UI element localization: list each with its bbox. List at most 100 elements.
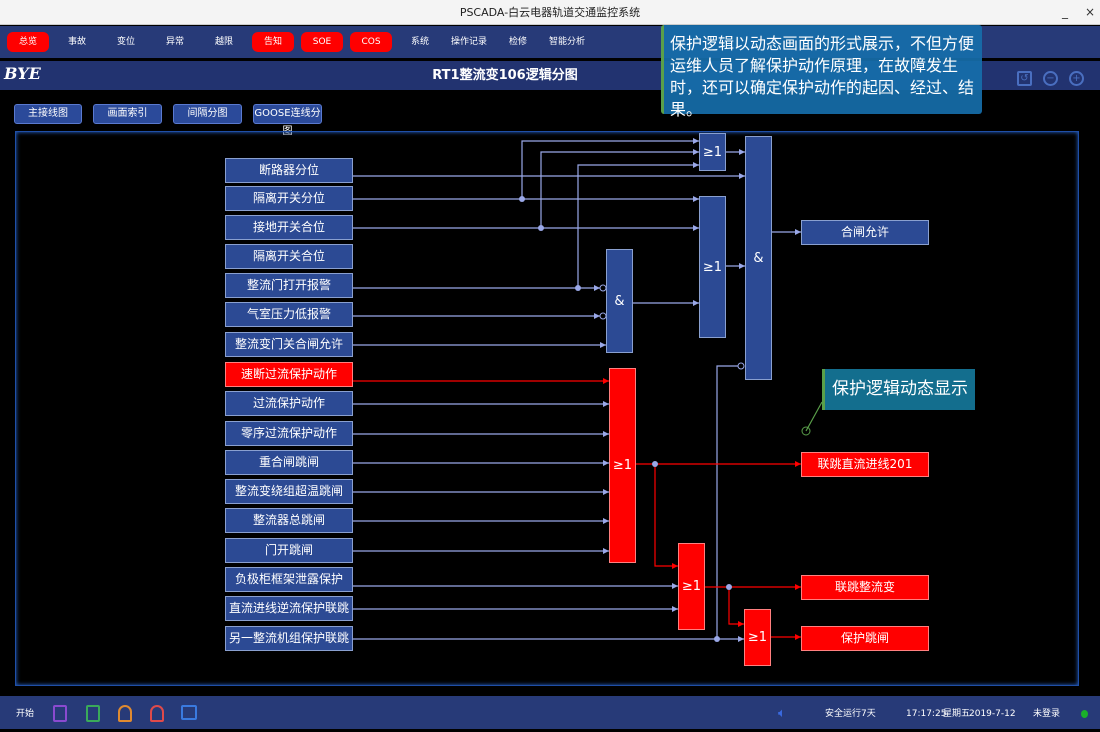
logic-gate: &	[606, 249, 633, 353]
logic-gate: ≥1	[744, 609, 771, 666]
input-signal: 断路器分位	[225, 158, 353, 183]
arrow-head	[739, 263, 745, 269]
arrow-head	[603, 518, 609, 524]
wire	[521, 140, 699, 199]
start-button[interactable]: 开始	[16, 709, 35, 719]
arrow-head	[672, 606, 678, 612]
output-signal: 合闸允许	[801, 220, 929, 245]
arrow-head	[738, 636, 744, 642]
nav-tab[interactable]: SOE	[301, 32, 343, 52]
junction-dot	[538, 225, 544, 231]
arrow-head	[603, 548, 609, 554]
arrow-head	[603, 401, 609, 407]
output-signal: 联跳直流进线201	[801, 452, 929, 477]
junction-dot	[726, 584, 732, 590]
input-signal: 零序过流保护动作	[225, 421, 353, 446]
input-signal: 过流保护动作	[225, 391, 353, 416]
inverter-circle	[737, 362, 745, 370]
arrow-head	[739, 173, 745, 179]
logic-gate: &	[745, 136, 772, 380]
wire	[728, 587, 744, 625]
logic-gate: ≥1	[699, 133, 726, 171]
screen-index-button[interactable]: 画面索引	[93, 104, 162, 124]
document-icon[interactable]	[86, 705, 100, 722]
nav-tab[interactable]: 智能分析	[548, 37, 585, 47]
page-title: RT1整流变106逻辑分图	[432, 68, 578, 83]
device-icon[interactable]	[53, 705, 67, 722]
junction-dot	[714, 636, 720, 642]
input-signal: 整流变绕组超温跳闸	[225, 479, 353, 504]
arrow-head	[672, 563, 678, 569]
arrow-head	[693, 138, 699, 144]
arrow-head	[693, 149, 699, 155]
nav-tab[interactable]: COS	[350, 32, 392, 52]
arrow-head	[795, 229, 801, 235]
arrow-head	[603, 378, 609, 384]
wire	[540, 151, 699, 228]
junction-dot	[652, 461, 658, 467]
input-signal: 门开跳闸	[225, 538, 353, 563]
logic-gate: ≥1	[678, 543, 705, 630]
window-title: PSCADA-白云电器轨道交通监控系统	[459, 6, 641, 19]
arrow-head	[795, 584, 801, 590]
logic-gate: ≥1	[699, 196, 726, 338]
logo: BYE	[4, 64, 41, 83]
arrow-head	[739, 149, 745, 155]
input-signal: 接地开关合位	[225, 215, 353, 240]
close-button[interactable]: ×	[1085, 5, 1096, 19]
arrow-head	[594, 313, 600, 319]
arrow-head	[603, 489, 609, 495]
callout-anchor	[801, 426, 811, 436]
main-wiring-button[interactable]: 主接线图	[14, 104, 82, 124]
window-titlebar: PSCADA-白云电器轨道交通监控系统 _ ×	[0, 0, 1100, 25]
nav-tab[interactable]: 检修	[508, 37, 527, 47]
nav-tab[interactable]: 系统	[410, 37, 429, 47]
nav-tab[interactable]: 变位	[116, 37, 135, 47]
input-signal: 另一整流机组保护联跳	[225, 626, 353, 651]
nav-tab[interactable]: 操作记录	[450, 37, 487, 47]
input-signal: 气室压力低报警	[225, 302, 353, 327]
arrow-head	[603, 460, 609, 466]
nav-tab[interactable]: 总览	[7, 32, 49, 52]
output-signal: 联跳整流变	[801, 575, 929, 600]
wire	[577, 164, 699, 288]
login-status[interactable]: 未登录	[1033, 709, 1061, 719]
tooltip-annotation: 保护逻辑以动态画面的形式展示，不但方便运维人员了解保护动作原理，在故障发生时，还…	[661, 25, 982, 119]
bell-icon[interactable]	[118, 705, 132, 722]
input-signal: 整流器总跳闸	[225, 508, 353, 533]
arrow-head	[603, 431, 609, 437]
arrow-head	[693, 162, 699, 168]
bay-diagram-button[interactable]: 间隔分图	[173, 104, 242, 124]
safe-running: 安全运行7天	[825, 709, 876, 719]
logic-gate: ≥1	[609, 368, 636, 563]
minimize-button[interactable]: _	[1062, 5, 1068, 19]
nav-tab[interactable]: 告知	[252, 32, 294, 52]
nav-tab[interactable]: 事故	[67, 37, 86, 47]
mute-icon[interactable]: 🔈︎	[778, 706, 786, 721]
junction-dot	[519, 196, 525, 202]
input-signal: 隔离开关分位	[225, 186, 353, 211]
input-signal: 直流进线逆流保护联跳	[225, 596, 353, 621]
zoom-in-icon[interactable]: +	[1069, 71, 1084, 86]
chart-icon[interactable]	[181, 705, 197, 720]
arrow-head	[594, 285, 600, 291]
diagram-frame	[15, 131, 1079, 686]
arrow-head	[600, 342, 606, 348]
wire	[654, 464, 678, 567]
nav-tab[interactable]: 越限	[214, 37, 233, 47]
clock-date: 2019-7-12	[969, 709, 1016, 719]
input-signal: 速断过流保护动作	[225, 362, 353, 387]
arrow-head	[795, 461, 801, 467]
alarm-clock-icon[interactable]	[150, 705, 164, 722]
reset-view-icon[interactable]: ↺	[1017, 71, 1032, 86]
clock-time: 17:17:25	[906, 709, 947, 719]
clock-weekday: 星期五	[943, 709, 971, 719]
zoom-out-icon[interactable]: −	[1043, 71, 1058, 86]
taskbar: 开始 🔈︎ 安全运行7天 17:17:25 星期五 2019-7-12 未登录	[0, 696, 1100, 729]
status-led	[1081, 710, 1088, 718]
input-signal: 整流门打开报警	[225, 273, 353, 298]
nav-tab[interactable]: 异常	[165, 37, 184, 47]
input-signal: 隔离开关合位	[225, 244, 353, 269]
input-signal: 整流变门关合闸允许	[225, 332, 353, 357]
